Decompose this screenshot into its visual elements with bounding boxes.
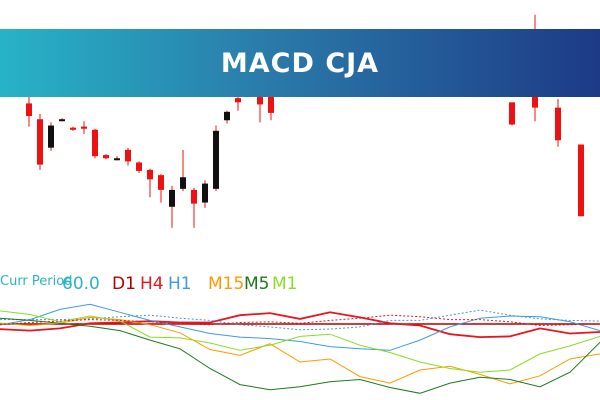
legend-d1: D1 [112,274,136,294]
curr-period-value: 60.0 [62,274,100,294]
candle-body [125,149,131,162]
candle-body [136,162,142,171]
candle-body [180,177,186,189]
candle-body [578,144,584,217]
candle-body [191,189,197,204]
curr-period-label: Curr Period [0,274,73,289]
legend-m5: M5 [244,274,270,294]
title-banner: MACD CJA [0,29,600,97]
macd-series-m1 [0,310,600,373]
candle-body [26,103,32,117]
legend-h1: H1 [168,274,192,294]
macd-series-m5 [0,317,600,394]
candle-body [213,130,219,189]
banner-title: MACD CJA [220,47,380,79]
macd-series-h1-signal [0,309,600,331]
candle-body [224,111,230,121]
candle-body [169,189,175,207]
macd-series-h4 [0,311,600,339]
candle-body [48,125,54,148]
macd-indicator-chart [0,303,600,394]
candle-body [81,126,87,129]
candle-body [103,155,109,159]
candle-body [37,119,43,165]
candle-body [202,183,208,203]
macd-series-h1 [0,303,600,351]
candle-body [532,92,538,108]
candle-body [235,98,241,103]
macd-series-signal [0,314,600,327]
macd-series-m15 [0,316,600,385]
legend-m15: M15 [208,274,245,294]
candle-body [555,107,561,141]
candle-body [114,158,120,161]
legend-h4: H4 [140,274,164,294]
candle-body [158,175,164,190]
candle-body [509,102,515,125]
candle-body [92,129,98,157]
candle-body [70,127,76,130]
legend-m1: M1 [272,274,298,294]
candle-body [59,119,65,122]
timeframe-legend: Curr Period 60.0 D1 H4 H1 M15 M5 M1 [0,272,600,298]
candle-body [147,169,153,180]
